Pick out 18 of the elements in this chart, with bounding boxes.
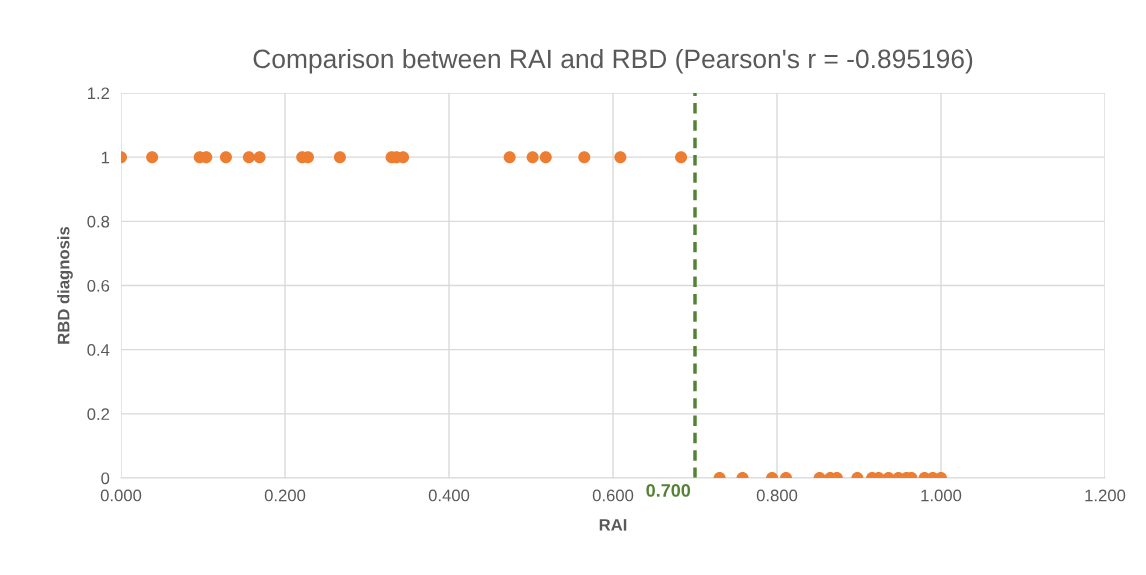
- x-tick-label: 0.800: [756, 489, 798, 502]
- y-tick-label: 0.8: [87, 215, 110, 228]
- y-tick-label: 1.2: [87, 87, 110, 100]
- y-axis-title: RBD diagnosis: [57, 226, 73, 344]
- y-tick-label: 0.2: [87, 408, 110, 421]
- y-tick-label: 0.4: [87, 344, 110, 356]
- x-tick-label: 0.400: [428, 489, 470, 502]
- x-axis-title: RAI: [599, 519, 627, 531]
- y-tick-label: 0: [101, 472, 110, 485]
- x-tick-label: 0.200: [264, 489, 306, 502]
- x-tick-label: 1.200: [1085, 489, 1126, 502]
- x-tick-label: 0.000: [100, 489, 142, 502]
- x-tick-label: 1.000: [921, 489, 962, 502]
- x-tick-label: 0.600: [592, 489, 634, 502]
- chart-title: Comparison between RAI and RBD (Pearson's r = -0.895196): [253, 48, 973, 74]
- y-tick-label: 1: [101, 151, 110, 164]
- y-tick-label: 0.6: [87, 279, 110, 292]
- ref-line-label: 0.700: [646, 484, 691, 497]
